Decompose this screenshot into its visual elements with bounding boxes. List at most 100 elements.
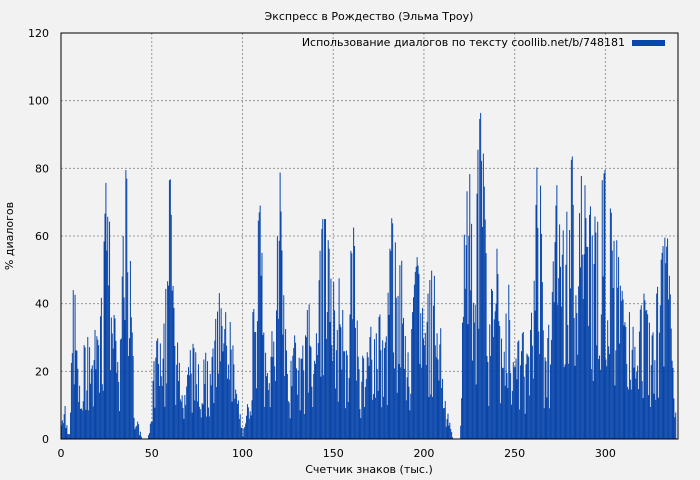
bar xyxy=(667,238,669,439)
bar xyxy=(275,380,277,439)
bar xyxy=(593,264,595,439)
bar xyxy=(371,359,373,439)
bar xyxy=(369,337,371,439)
bar xyxy=(99,316,101,439)
bar xyxy=(348,377,350,439)
bar xyxy=(447,413,449,439)
bar xyxy=(171,290,173,439)
bar xyxy=(333,282,335,439)
bar xyxy=(94,329,96,439)
bar xyxy=(337,401,339,439)
bar xyxy=(349,314,351,439)
bar xyxy=(126,178,128,439)
bar xyxy=(665,263,667,439)
bar xyxy=(399,265,401,439)
bar xyxy=(422,338,424,439)
bar xyxy=(532,378,534,439)
x-ticks: 0 50 100 150 200 250 300 xyxy=(58,447,616,460)
bar xyxy=(513,367,515,439)
bar xyxy=(296,394,298,439)
bar xyxy=(274,366,276,439)
bar xyxy=(573,318,575,439)
bar xyxy=(129,260,131,439)
bar xyxy=(564,364,566,439)
bar xyxy=(666,246,668,439)
bar xyxy=(546,397,548,439)
bar xyxy=(156,340,158,439)
bar xyxy=(481,226,483,439)
bar xyxy=(338,278,340,439)
bar xyxy=(481,160,483,440)
bar xyxy=(512,362,514,439)
bar xyxy=(606,366,608,439)
bar xyxy=(540,185,542,439)
bar xyxy=(395,297,397,439)
bar xyxy=(257,220,259,439)
bar xyxy=(224,329,226,439)
bar xyxy=(286,373,288,439)
bar xyxy=(334,388,336,439)
bar xyxy=(263,332,265,439)
bar xyxy=(73,384,75,439)
bar xyxy=(297,370,299,439)
bar xyxy=(208,416,210,439)
bar xyxy=(347,402,349,439)
bar xyxy=(128,355,130,439)
bar xyxy=(503,351,505,439)
bar xyxy=(511,404,513,439)
bar xyxy=(203,359,205,439)
bar xyxy=(266,373,268,439)
legend-swatch xyxy=(632,40,665,46)
legend: Использование диалогов по тексту coollib… xyxy=(302,36,665,49)
bar xyxy=(300,358,302,439)
bar xyxy=(501,367,503,439)
bar xyxy=(636,371,638,439)
bar xyxy=(89,347,91,439)
bar xyxy=(394,242,396,439)
bar xyxy=(112,348,114,439)
bar xyxy=(178,362,180,439)
bar xyxy=(358,369,360,439)
bar xyxy=(217,311,219,439)
bar xyxy=(415,266,417,439)
bar xyxy=(178,380,180,439)
bar xyxy=(654,360,656,439)
bar xyxy=(70,362,72,439)
bar xyxy=(675,412,677,439)
bar xyxy=(108,285,110,439)
bar xyxy=(187,374,189,439)
bar xyxy=(502,368,504,439)
bar xyxy=(549,408,551,439)
bar xyxy=(584,185,586,439)
bar xyxy=(65,427,67,439)
bar xyxy=(346,355,348,439)
bar xyxy=(478,328,480,439)
bar xyxy=(561,254,563,439)
bar xyxy=(237,400,239,439)
bar xyxy=(657,397,659,439)
bar xyxy=(227,364,229,439)
bar xyxy=(197,401,199,439)
bar xyxy=(419,364,421,439)
bar xyxy=(313,373,315,439)
bar xyxy=(379,314,381,439)
bar xyxy=(66,425,68,439)
bar xyxy=(639,309,641,439)
bar xyxy=(118,381,120,439)
bar xyxy=(443,407,445,439)
bar xyxy=(165,288,167,439)
bar xyxy=(152,380,154,439)
bar xyxy=(626,363,628,439)
bar xyxy=(231,401,233,439)
bar xyxy=(225,312,227,439)
bar xyxy=(368,365,370,439)
bar xyxy=(445,426,447,439)
bar xyxy=(614,385,616,439)
bar xyxy=(331,345,333,439)
bar xyxy=(628,312,630,439)
bar xyxy=(127,272,129,439)
bar xyxy=(81,410,83,439)
bar xyxy=(95,369,97,439)
bar xyxy=(480,112,482,440)
bar xyxy=(189,350,191,439)
